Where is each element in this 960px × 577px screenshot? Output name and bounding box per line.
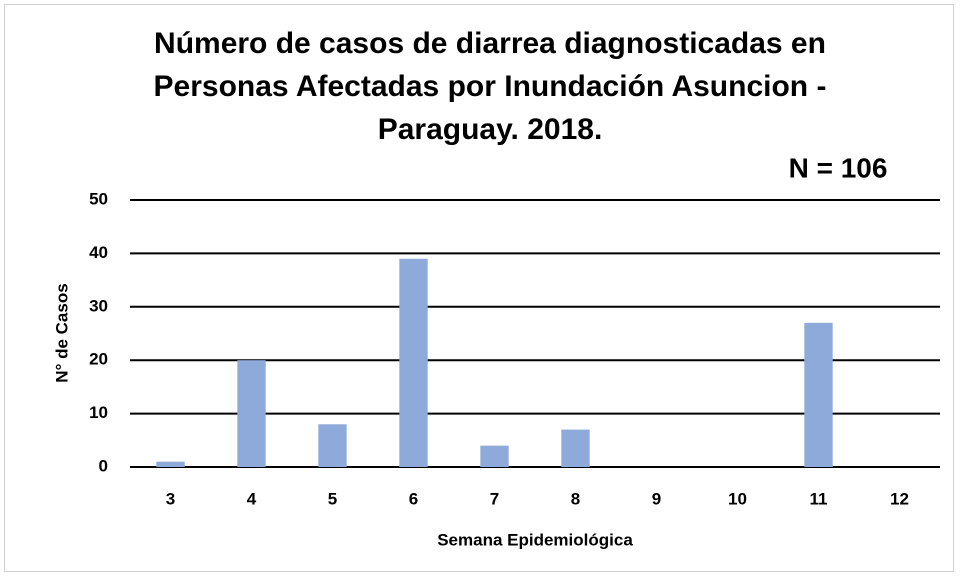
x-tick-label: 4 (247, 489, 257, 508)
bar (561, 429, 590, 467)
x-tick-label: 8 (571, 489, 580, 508)
chart-title: Número de casos de diarrea diagnosticada… (153, 27, 827, 146)
x-axis-label: Semana Epidemiológica (437, 530, 633, 549)
x-tick-label: 9 (652, 489, 661, 508)
x-tick-label: 12 (890, 489, 909, 508)
y-tick-label: 10 (89, 403, 108, 422)
y-tick-label: 20 (89, 350, 108, 369)
x-tick-label: 11 (810, 489, 828, 508)
y-tick-label: 30 (89, 296, 108, 315)
y-axis-label: N° de Casos (52, 283, 71, 382)
bar (399, 258, 428, 467)
x-tick-label: 6 (409, 489, 418, 508)
y-tick-label: 50 (89, 189, 108, 208)
x-tick-label: 10 (728, 489, 747, 508)
annotation: N = 106 (789, 152, 888, 183)
bar (318, 424, 347, 467)
x-tick-label: 5 (328, 489, 337, 508)
bar (156, 461, 185, 467)
y-tick-label: 40 (89, 243, 108, 262)
chart-border (4, 4, 954, 572)
x-tick-label: 7 (490, 489, 499, 508)
bar (237, 360, 266, 467)
x-tick-label: 3 (166, 489, 175, 508)
y-tick-label: 0 (99, 456, 108, 475)
bar (804, 322, 833, 467)
bar (480, 445, 509, 467)
